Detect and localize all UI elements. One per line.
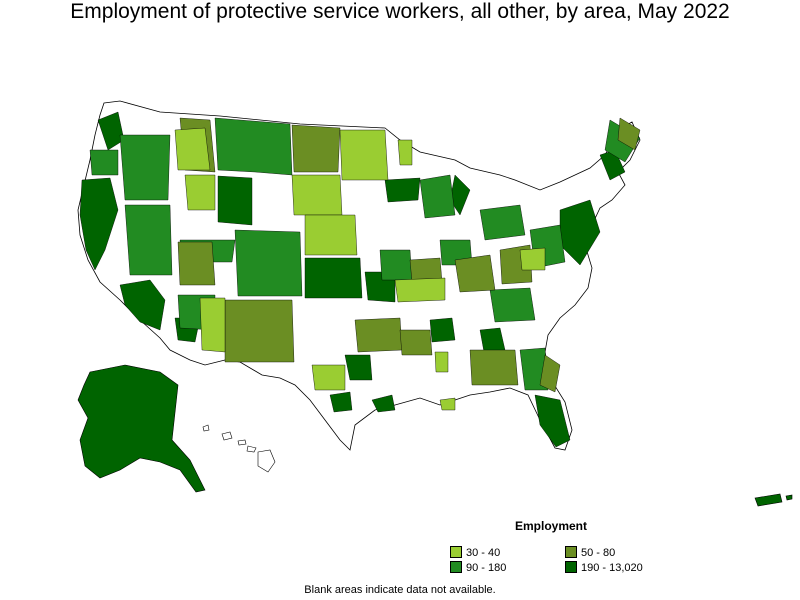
legend-item-30-40: 30 - 40 (450, 546, 500, 559)
puerto-rico-region (754, 493, 793, 507)
legend-label-30-40: 30 - 40 (466, 547, 501, 559)
legend-item-50-80: 50 - 80 (565, 546, 615, 559)
tier-30-40-regions (174, 127, 546, 411)
legend-title: Employment (515, 519, 588, 533)
alaska-region (77, 364, 206, 493)
legend-label-190-13020: 190 - 13,020 (581, 562, 643, 574)
map-svg (77, 100, 793, 507)
tier-50-80-regions (177, 117, 641, 393)
legend-label-90-180: 90 - 180 (466, 562, 507, 574)
legend-swatch-190-13020 (565, 561, 577, 573)
us-choropleth-map (0, 40, 800, 520)
hawaii-region (202, 424, 276, 473)
map-title: Employment of protective service workers… (70, 0, 730, 23)
legend: Employment 30 - 40 50 - 80 90 - 180 190 … (445, 519, 695, 579)
legend-swatch-30-40 (450, 546, 462, 558)
footnote: Blank areas indicate data not available. (304, 584, 496, 596)
legend-swatch-90-180 (450, 561, 462, 573)
legend-label-50-80: 50 - 80 (581, 547, 616, 559)
legend-item-90-180: 90 - 180 (450, 561, 506, 574)
legend-swatch-50-80 (565, 546, 577, 558)
legend-item-190-13020: 190 - 13,020 (565, 561, 643, 574)
tier-190-13020-regions (79, 111, 626, 448)
